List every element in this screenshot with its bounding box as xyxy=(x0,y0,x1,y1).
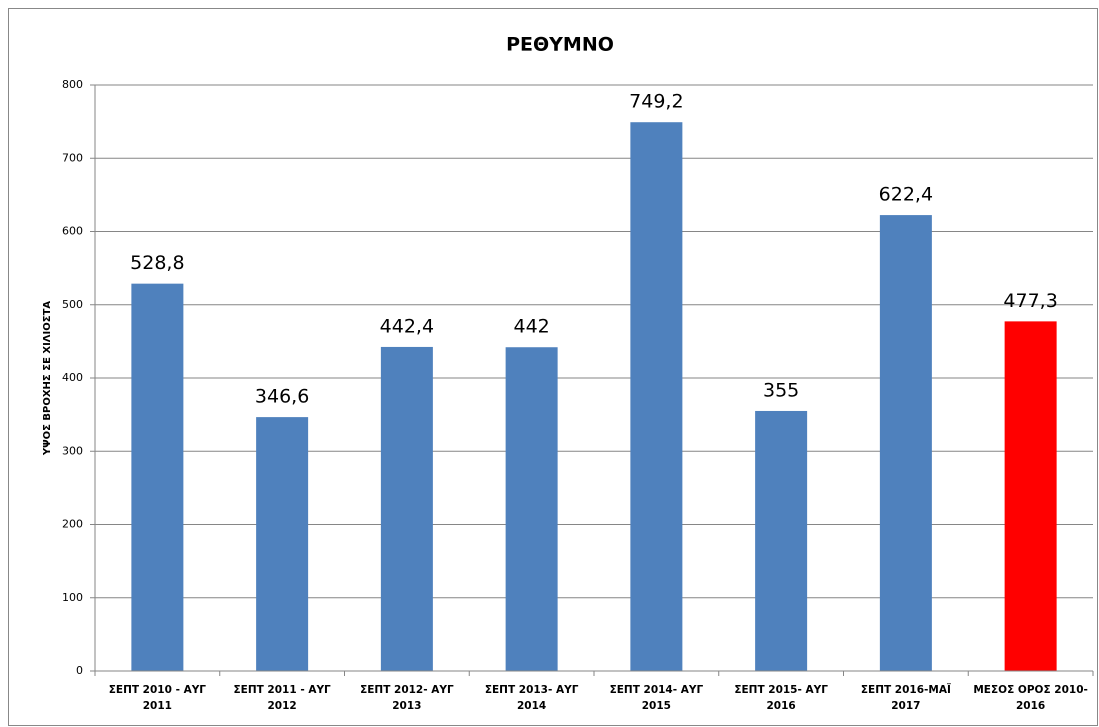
data-label: 477,3 xyxy=(1003,290,1057,312)
x-tick-label: ΣΕΠΤ 2016-ΜΑΪ 2017 xyxy=(860,684,951,712)
x-tick-label: ΣΕΠΤ 2014- ΑΥΓ 2015 xyxy=(609,684,704,712)
bar xyxy=(630,122,683,671)
x-tick-label: ΣΕΠΤ 2012- ΑΥΓ 2013 xyxy=(360,684,454,712)
bar xyxy=(755,410,808,671)
chart-title: ΡΕΘΥΜΝΟ xyxy=(506,34,614,56)
data-label: 442,4 xyxy=(380,315,434,337)
y-tick-label: 700 xyxy=(62,151,83,164)
x-tick-label: ΜΕΣΟΣ ΟΡΟΣ 2010-2016 xyxy=(973,684,1088,712)
data-label: 346,6 xyxy=(255,386,309,408)
y-tick-label: 200 xyxy=(62,518,83,531)
y-tick-label: 400 xyxy=(62,371,83,384)
y-tick-label: 0 xyxy=(76,664,83,677)
y-tick-label: 300 xyxy=(62,444,83,457)
bar xyxy=(131,283,184,671)
y-axis-label: ΥΨΟΣ ΒΡΟΧΗΣ ΣΕ ΧΙΛΙΟΣΤΑ xyxy=(42,301,53,457)
y-tick-label: 600 xyxy=(62,225,83,238)
data-label: 442 xyxy=(513,316,549,338)
data-label: 622,4 xyxy=(879,184,933,206)
x-tick-label: ΣΕΠΤ 2011 - ΑΥΓ 2012 xyxy=(233,684,331,712)
bar xyxy=(1004,321,1057,671)
bar xyxy=(505,347,558,671)
data-label: 749,2 xyxy=(629,91,683,113)
x-tick-label: ΣΕΠΤ 2010 - ΑΥΓ 2011 xyxy=(108,684,206,712)
x-tick-label: ΣΕΠΤ 2013- ΑΥΓ 2014 xyxy=(484,684,579,712)
bar xyxy=(879,215,932,672)
y-tick-label: 100 xyxy=(62,591,83,604)
y-tick-label: 800 xyxy=(62,78,83,91)
data-label: 528,8 xyxy=(130,252,184,274)
bar xyxy=(380,346,433,671)
data-label: 355 xyxy=(763,379,799,401)
bar xyxy=(256,417,309,671)
y-tick-label: 500 xyxy=(62,298,83,311)
x-tick-label: ΣΕΠΤ 2015- ΑΥΓ 2016 xyxy=(734,684,828,712)
